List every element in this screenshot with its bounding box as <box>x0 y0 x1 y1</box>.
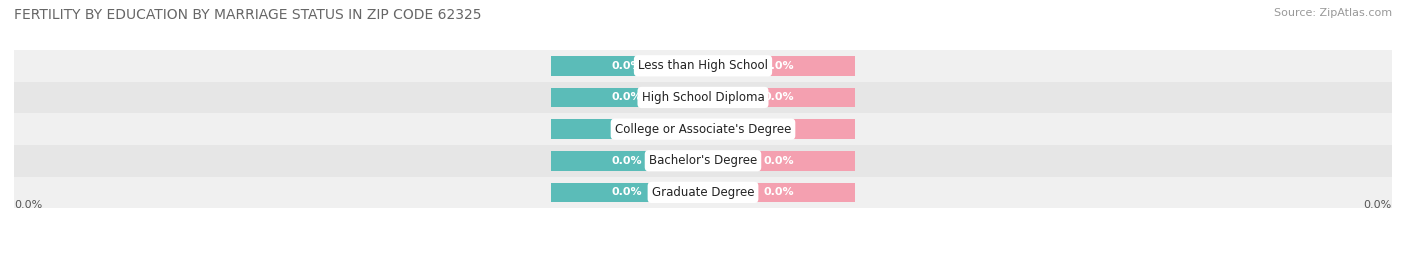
Bar <box>14 176 1392 208</box>
Bar <box>551 56 703 76</box>
Bar <box>703 88 855 107</box>
Text: FERTILITY BY EDUCATION BY MARRIAGE STATUS IN ZIP CODE 62325: FERTILITY BY EDUCATION BY MARRIAGE STATU… <box>14 8 482 22</box>
Text: College or Associate's Degree: College or Associate's Degree <box>614 123 792 136</box>
Bar <box>703 151 855 171</box>
Bar <box>551 119 703 139</box>
Text: 0.0%: 0.0% <box>763 187 794 197</box>
Bar <box>703 56 855 76</box>
Bar <box>14 113 1392 145</box>
Text: 0.0%: 0.0% <box>763 61 794 71</box>
Bar <box>551 151 703 171</box>
Bar <box>551 183 703 202</box>
Text: Graduate Degree: Graduate Degree <box>652 186 754 199</box>
Text: Source: ZipAtlas.com: Source: ZipAtlas.com <box>1274 8 1392 18</box>
Text: High School Diploma: High School Diploma <box>641 91 765 104</box>
Text: 0.0%: 0.0% <box>612 61 643 71</box>
Text: Less than High School: Less than High School <box>638 59 768 72</box>
Bar <box>14 145 1392 176</box>
Bar <box>14 82 1392 113</box>
Bar <box>551 88 703 107</box>
Bar <box>703 119 855 139</box>
Text: 0.0%: 0.0% <box>612 156 643 166</box>
Text: 0.0%: 0.0% <box>763 124 794 134</box>
Bar <box>14 50 1392 82</box>
Text: 0.0%: 0.0% <box>612 124 643 134</box>
Text: 0.0%: 0.0% <box>612 187 643 197</box>
Text: 0.0%: 0.0% <box>763 156 794 166</box>
Text: 0.0%: 0.0% <box>14 200 42 210</box>
Text: 0.0%: 0.0% <box>763 93 794 102</box>
Text: 0.0%: 0.0% <box>1364 200 1392 210</box>
Text: Bachelor's Degree: Bachelor's Degree <box>650 154 756 167</box>
Bar <box>703 183 855 202</box>
Text: 0.0%: 0.0% <box>612 93 643 102</box>
